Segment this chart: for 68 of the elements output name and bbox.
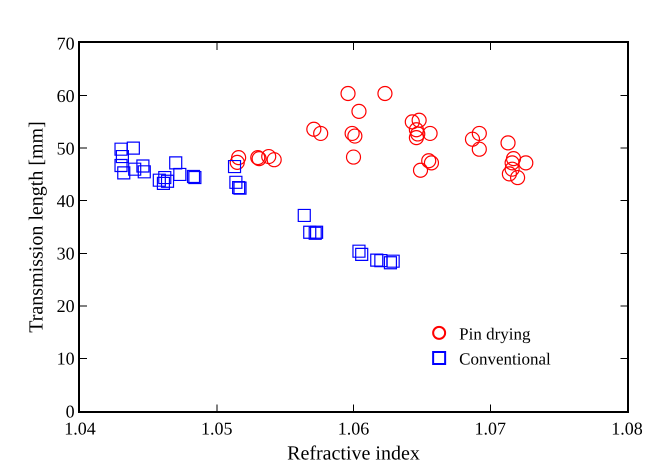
x-tick-label: 1.06: [338, 418, 370, 438]
point: [374, 254, 388, 268]
point: [352, 244, 366, 258]
point: [500, 135, 516, 150]
y-axis-title: Transmission length [mm]: [26, 121, 48, 333]
point: [173, 168, 186, 182]
point: [386, 254, 400, 268]
point: [370, 254, 384, 267]
point: [464, 132, 480, 147]
point: [472, 142, 487, 157]
point: [128, 162, 142, 176]
point: [306, 122, 322, 137]
point: [346, 149, 362, 165]
point: [152, 174, 166, 187]
point: [160, 174, 174, 188]
x-tick-label: 1.08: [611, 418, 643, 438]
y-tick-label: 10: [56, 348, 75, 369]
point: [506, 151, 522, 166]
point: [384, 256, 398, 270]
point: [408, 122, 424, 138]
y-tick-label: 60: [56, 86, 75, 106]
point: [518, 155, 534, 170]
point: [229, 176, 242, 189]
point: [421, 153, 436, 168]
point: [230, 154, 245, 170]
point: [126, 142, 140, 155]
point: [298, 208, 311, 222]
legend-label: Pin drying: [459, 324, 531, 344]
y-tick-label: 40: [56, 191, 75, 212]
point: [410, 126, 426, 142]
point: [422, 126, 438, 142]
point: [313, 126, 328, 142]
point: [169, 156, 182, 170]
point: [504, 155, 520, 170]
point: [266, 152, 282, 168]
y-tick-label: 30: [56, 244, 75, 264]
point: [412, 162, 428, 178]
point: [116, 150, 129, 164]
point: [472, 126, 487, 142]
point: [136, 159, 150, 173]
point: [340, 86, 356, 102]
point: [117, 166, 130, 180]
x-axis-title: Refractive index: [287, 442, 420, 464]
point: [504, 162, 520, 177]
point: [424, 155, 440, 170]
x-tick-label: 1.07: [474, 418, 506, 438]
legend-label: Conventional: [459, 350, 552, 369]
y-tick-label: 70: [56, 33, 75, 54]
point: [412, 112, 427, 128]
point: [355, 248, 368, 261]
point: [351, 104, 367, 119]
x-tick-label: 1.05: [201, 418, 232, 438]
point: [138, 165, 151, 178]
point: [510, 170, 526, 186]
point: [261, 148, 276, 164]
point: [158, 170, 172, 184]
point: [377, 86, 393, 102]
point: [408, 130, 424, 146]
point: [231, 150, 246, 166]
point: [156, 176, 170, 190]
point: [114, 142, 128, 156]
point: [303, 226, 316, 239]
point: [228, 160, 242, 174]
point: [114, 158, 128, 172]
point: [502, 166, 517, 182]
y-tick-label: 20: [56, 296, 75, 316]
point: [404, 114, 420, 130]
y-tick-label: 50: [56, 138, 75, 158]
